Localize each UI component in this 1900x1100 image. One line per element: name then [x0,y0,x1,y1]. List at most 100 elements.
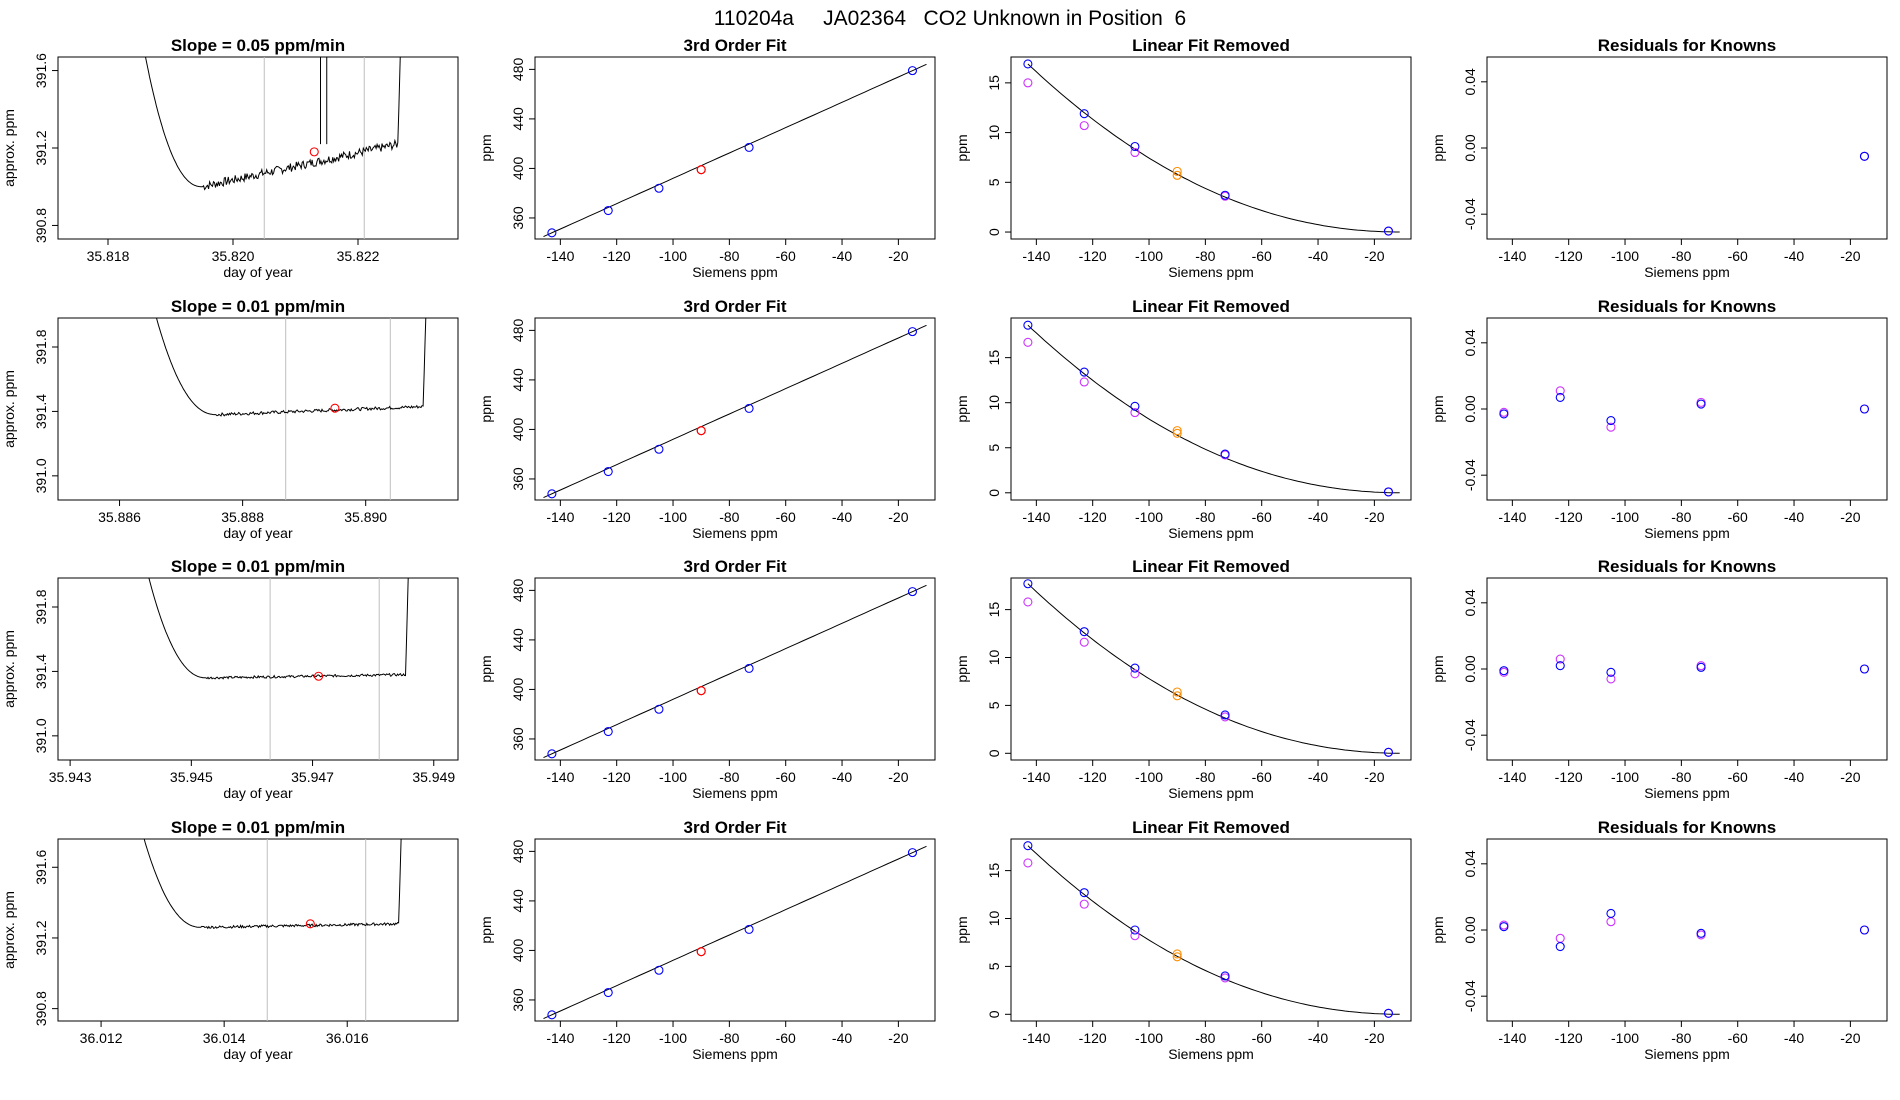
resid-x-tick-label: -120 [1555,509,1583,525]
trace-plot-area [148,578,409,760]
known-standard-point [603,466,613,477]
linear-y-tick-label: 10 [986,395,1002,411]
resid-x-tick-label: -60 [1728,1030,1748,1046]
linear-y-axis-label: ppm [954,916,970,943]
resid-x-tick-label: -60 [1728,509,1748,525]
known-point-blue [1220,449,1230,459]
fit-plot-area [543,584,927,759]
resid-y-tick-label: 0.04 [1462,329,1478,356]
residual-point-blue [1606,908,1616,919]
trace-x-tick-label: 35.888 [221,509,264,525]
trace-x-tick-label: 35.886 [98,509,141,525]
linear-title: Linear Fit Removed [1132,297,1290,316]
fit-y-tick-label: 400 [510,418,526,442]
resid-y-tick-label: 0.00 [1462,916,1478,943]
unknown-sample-point [696,426,706,436]
trace-y-axis-label: approx. ppm [1,630,17,708]
resid-y-tick-label: -0.04 [1462,980,1478,1012]
linear-plot-area [1023,841,1400,1018]
known-point-blue [1383,487,1394,497]
linear-y-tick-label: 10 [986,125,1002,141]
calibration-fit-line [543,324,927,499]
known-point-magenta [1079,637,1089,647]
fit-y-axis-label: ppm [478,655,494,682]
known-point-magenta [1079,899,1089,909]
fit-x-tick-label: -100 [659,1030,687,1046]
trace-y-tick-label: 390.8 [33,208,49,243]
fit-y-tick-label: 400 [510,678,526,702]
fit-x-tick-label: -60 [776,1030,796,1046]
resid-x-tick-label: -140 [1498,248,1526,264]
trace-y-tick-label: 391.4 [33,654,49,689]
fit-y-tick-label: 360 [510,988,526,1012]
known-standard-point [603,987,613,998]
trace-x-axis-label: day of year [223,525,293,541]
resid-x-tick-label: -60 [1728,769,1748,785]
fit-x-tick-label: -60 [776,248,796,264]
resid-x-tick-label: -100 [1611,769,1639,785]
trace-y-axis-label: approx. ppm [1,891,17,969]
co2-trace-line [143,839,402,930]
linear-x-tick-label: -80 [1195,248,1215,264]
trace-y-axis-label: approx. ppm [1,109,17,187]
linear-x-tick-label: -100 [1135,1030,1163,1046]
resid-x-tick-label: -20 [1840,769,1860,785]
linear-x-tick-label: -80 [1195,509,1215,525]
trace-x-axis-label: day of year [223,1046,293,1062]
linear-title: Linear Fit Removed [1132,36,1290,55]
linear-x-tick-label: -40 [1308,1030,1328,1046]
residual-curve-line [1027,583,1400,754]
residual-point-magenta [1606,422,1616,432]
trace-x-tick-label: 35.943 [49,769,92,785]
linear-plot-area [1023,320,1400,497]
fit-x-tick-label: -140 [546,248,574,264]
known-standard-point [654,704,664,714]
fit-x-tick-label: -100 [659,769,687,785]
resid-x-tick-label: -40 [1784,1030,1804,1046]
trace-y-tick-label: 391.2 [33,920,49,955]
linear-x-tick-label: -60 [1252,769,1272,785]
fit-x-tick-label: -20 [888,248,908,264]
linear-y-tick-label: 15 [986,350,1002,366]
fit-y-tick-label: 400 [510,157,526,181]
linear-x-axis-label: Siemens ppm [1168,1046,1254,1062]
resid-plot-area [1499,386,1870,432]
residuals-panel: Residuals for Knowns -140 -120 -100 -80 -60 -4… [1430,818,1888,1062]
sample-mean-point [309,147,319,157]
resid-x-tick-label: -60 [1728,248,1748,264]
resid-x-tick-label: -40 [1784,769,1804,785]
linear-y-tick-label: 5 [986,178,1002,186]
linear-plot-box [1010,56,1412,240]
fit-x-tick-label: -60 [776,509,796,525]
trace-plot-area [156,318,427,500]
linear-x-tick-label: -120 [1079,509,1107,525]
unknown-point-orange [1172,428,1182,438]
fit-x-tick-label: -40 [832,248,852,264]
residual-curve-line [1027,63,1400,233]
residuals-panel: Residuals for Knowns -140 -120 -100 -80 -60 -4… [1430,297,1888,541]
residual-point-blue [1859,404,1870,414]
resid-title: Residuals for Knowns [1598,36,1777,55]
residual-curve-line [1027,845,1400,1015]
linear-x-tick-label: -120 [1079,769,1107,785]
fit-plot-box [534,838,936,1022]
fit-x-tick-label: -120 [603,1030,631,1046]
linear-removed-panel: Linear Fit Removed -140 -120 -100 -80 -60 -40 -… [954,557,1412,801]
trace-plot-area [145,57,401,239]
trace-title: Slope = 0.05 ppm/min [171,36,345,55]
resid-title: Residuals for Knowns [1598,818,1777,837]
known-point-magenta [1130,669,1140,679]
fit-x-tick-label: -140 [546,769,574,785]
residual-point-blue [1696,662,1706,672]
resid-x-axis-label: Siemens ppm [1644,1046,1730,1062]
fit-y-tick-label: 440 [510,889,526,913]
resid-x-tick-label: -100 [1611,509,1639,525]
unknown-point-orange [1172,166,1182,176]
residual-point-blue [1859,925,1870,935]
resid-x-tick-label: -20 [1840,1030,1860,1046]
trace-y-tick-label: 390.8 [33,991,49,1026]
trace-y-tick-label: 391.0 [33,718,49,753]
resid-x-tick-label: -20 [1840,248,1860,264]
linear-y-tick-label: 0 [986,749,1002,757]
